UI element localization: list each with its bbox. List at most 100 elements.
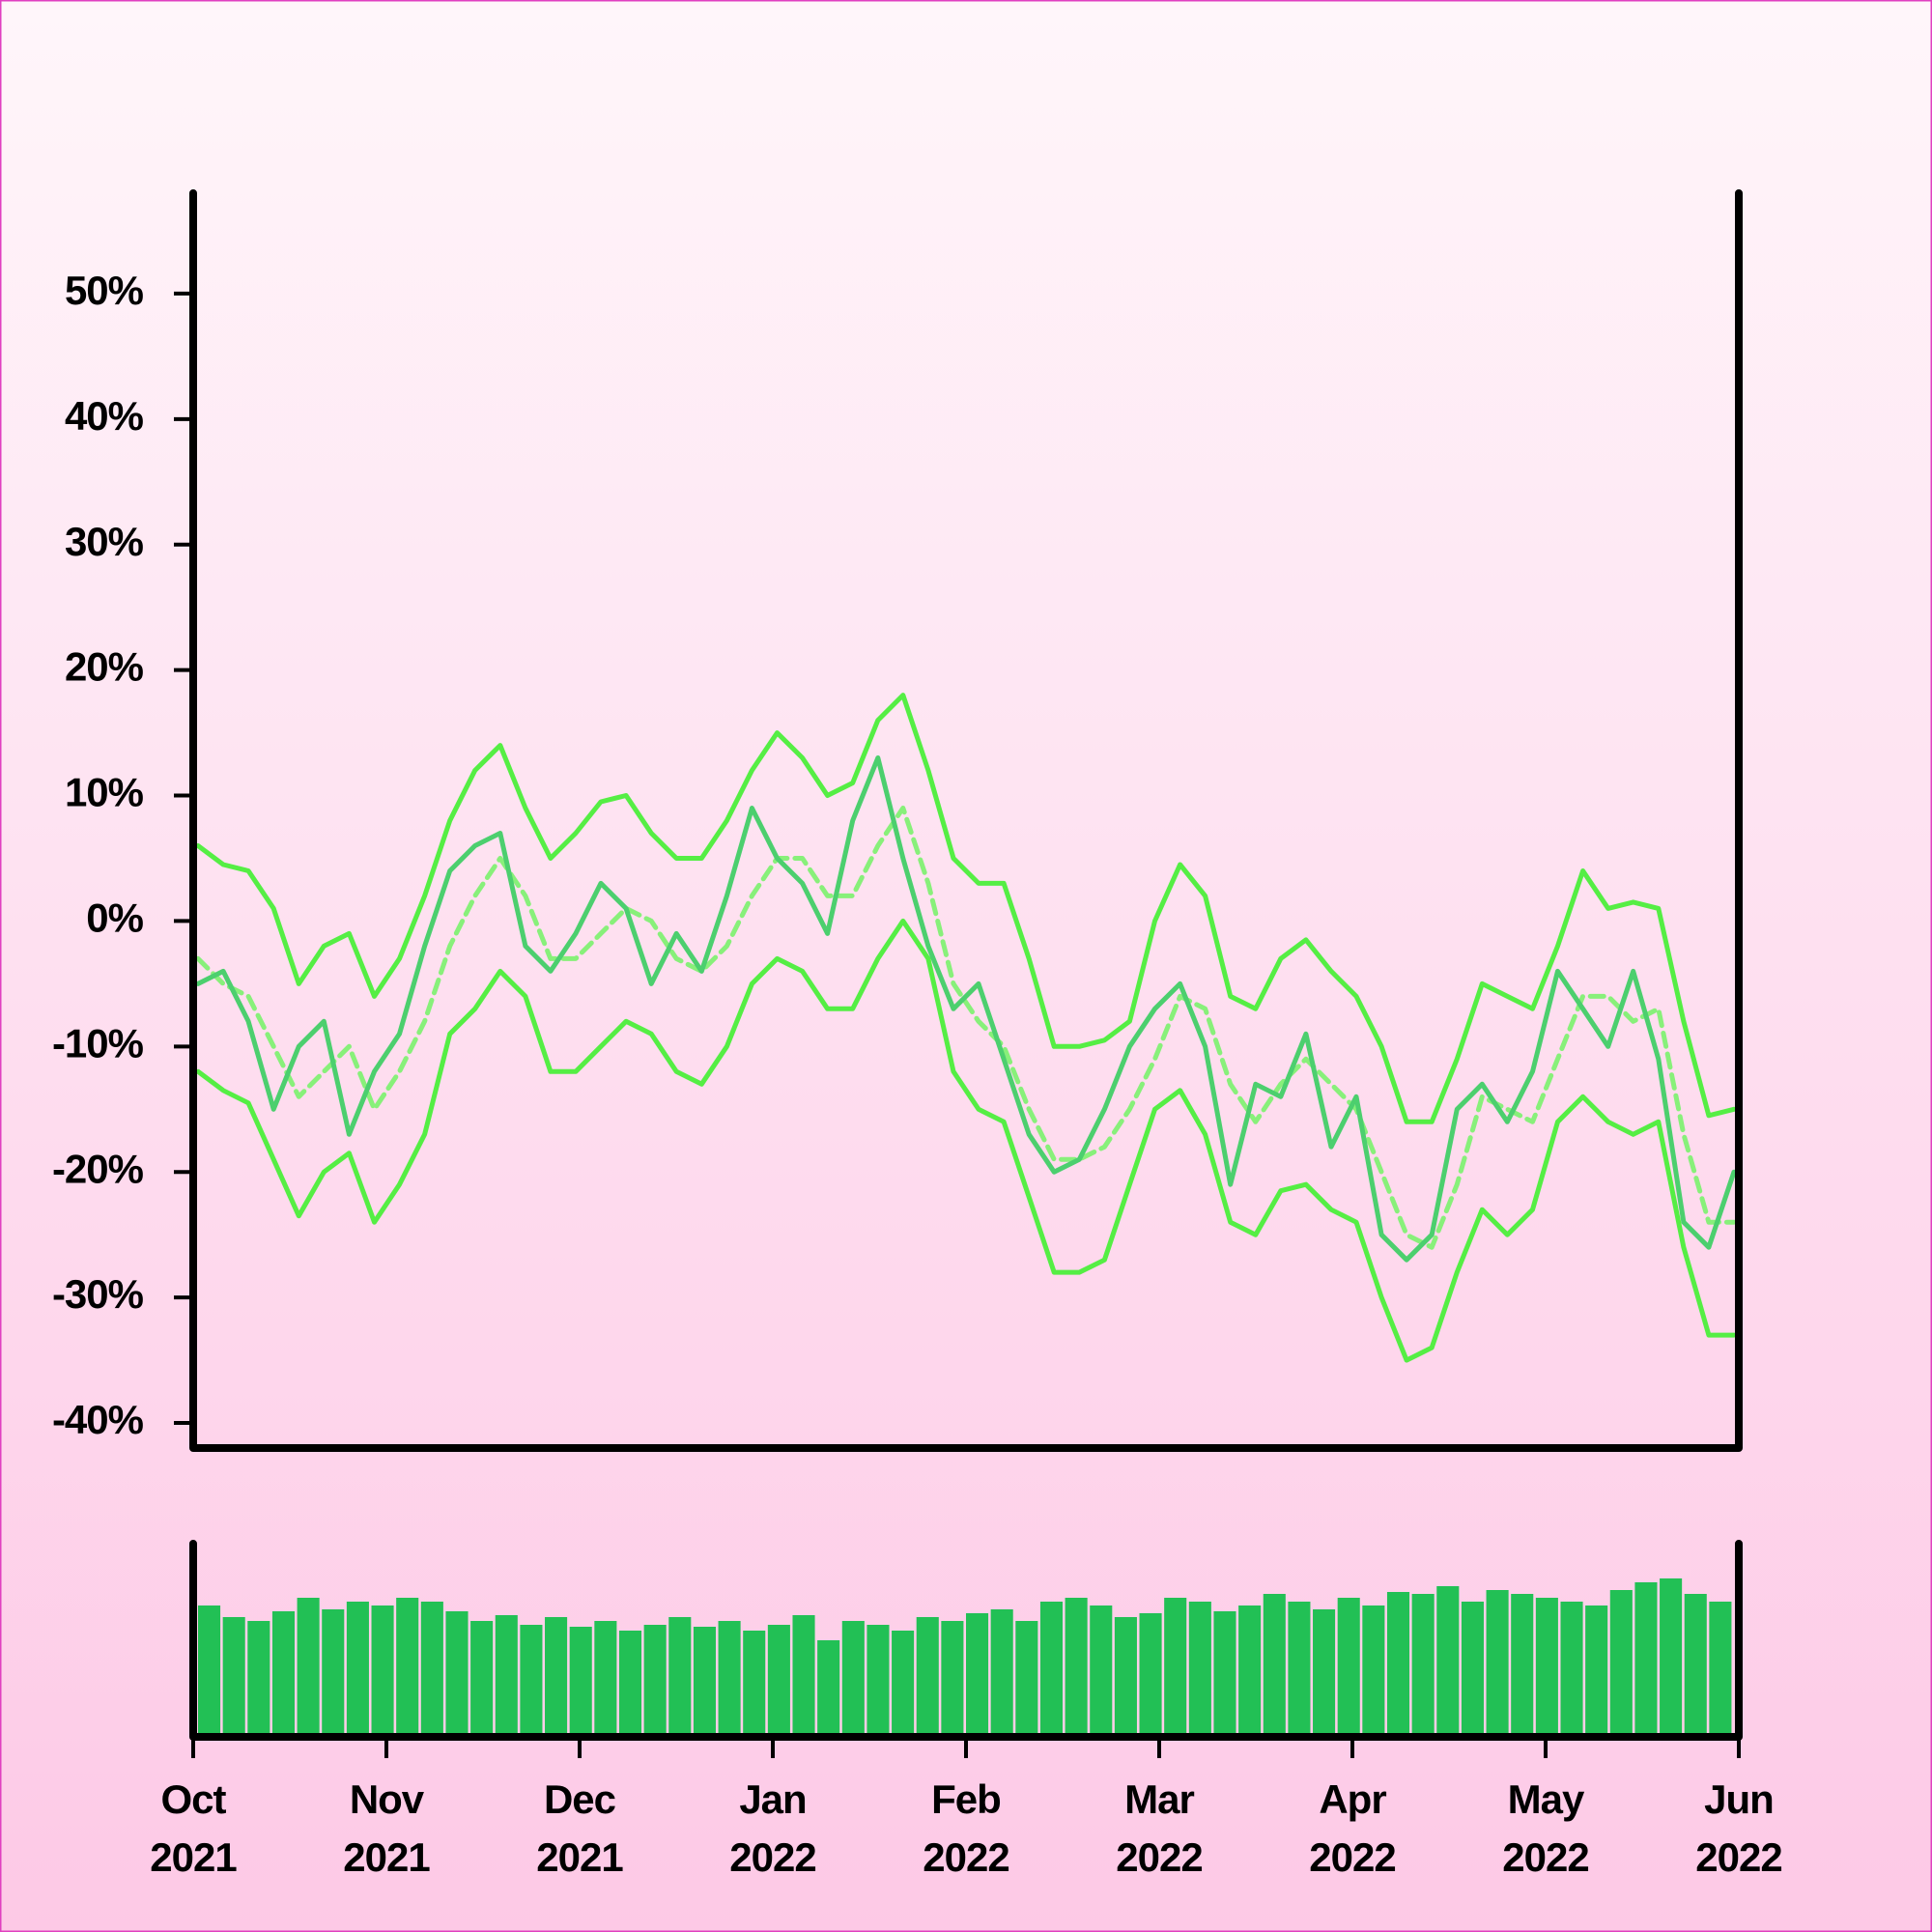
- x-tick-label-line: Nov: [350, 1776, 425, 1822]
- volume-bar: [817, 1640, 840, 1737]
- axes: [189, 189, 1743, 1452]
- volume-bar: [1015, 1621, 1038, 1737]
- volume-bar: [520, 1625, 543, 1737]
- x-tick-label-line: May: [1508, 1776, 1585, 1822]
- volume-bar: [1213, 1611, 1236, 1737]
- volume-bar: [1560, 1602, 1583, 1737]
- y-tick-label: -30%: [52, 1271, 144, 1317]
- y-tick-label: 0%: [86, 895, 143, 941]
- volume-bar: [1660, 1578, 1683, 1737]
- volume-bar: [718, 1621, 741, 1737]
- volume-bar: [1238, 1605, 1262, 1737]
- volume-bar: [1090, 1605, 1113, 1737]
- volume-bar: [743, 1631, 766, 1737]
- y-tick-label: 20%: [65, 644, 144, 690]
- price-panel: 50% 40% 30% 20% 10% 0% -10% -20% -30% -40%: [52, 189, 1743, 1452]
- x-tick-label-line: Jun: [1704, 1776, 1774, 1822]
- volume-bar: [966, 1613, 989, 1737]
- x-tick-label-line: 2022: [1309, 1834, 1395, 1880]
- volume-bar: [1139, 1613, 1162, 1737]
- series-line: [195, 755, 1737, 1263]
- x-tick-label: Jan 2022: [729, 1776, 815, 1880]
- mid-band: [195, 806, 1737, 1250]
- y-tick-label: -40%: [52, 1397, 144, 1442]
- volume-bar: [346, 1602, 369, 1737]
- y-tick-label: 10%: [65, 770, 144, 815]
- volume-bar: [322, 1609, 345, 1737]
- volume-bar: [693, 1627, 716, 1737]
- volume-bar: [1065, 1598, 1088, 1737]
- x-tick-label-line: 2021: [343, 1834, 430, 1880]
- volume-bar: [1164, 1598, 1187, 1737]
- axes: [189, 1540, 1743, 1741]
- y-tick-label: -10%: [52, 1020, 144, 1065]
- x-tick-label: Oct 2021: [150, 1776, 237, 1880]
- volume-bar: [1039, 1602, 1064, 1737]
- y-tick-label: 40%: [65, 393, 144, 439]
- volume-bar: [668, 1617, 692, 1737]
- x-tick-label-line: Oct: [160, 1776, 226, 1822]
- volume-bar: [222, 1617, 245, 1737]
- volume-bar: [1634, 1582, 1658, 1737]
- volume-bar: [916, 1617, 939, 1737]
- volume-bar: [594, 1621, 617, 1737]
- volume-bar: [371, 1605, 394, 1737]
- series-line: [195, 918, 1737, 1363]
- x-tick-label-line: 2021: [150, 1834, 237, 1880]
- volume-bar: [396, 1598, 419, 1737]
- volume-bar: [198, 1605, 221, 1737]
- volume-bar: [420, 1602, 443, 1737]
- volume-bar: [1585, 1605, 1608, 1737]
- volume-bar: [643, 1625, 667, 1737]
- volume-panel: Oct 2021 Nov 2021 Dec 2021 Jan 2022 Feb 2022 Mar 20…: [150, 1540, 1783, 1880]
- volume-bar: [1461, 1602, 1484, 1737]
- x-tick-label: Feb 2022: [923, 1776, 1009, 1880]
- volume-bar: [1535, 1598, 1558, 1737]
- volume-bar: [892, 1631, 915, 1737]
- volume-bar: [569, 1627, 592, 1737]
- x-tick-label: Jun 2022: [1695, 1776, 1781, 1880]
- volume-bar: [1337, 1598, 1360, 1737]
- x-tick-label-line: Dec: [544, 1776, 616, 1822]
- x-tick-label-line: 2022: [923, 1834, 1009, 1880]
- volume-bar: [1313, 1609, 1336, 1737]
- volume-bar: [271, 1611, 296, 1737]
- x-tick-label-line: 2022: [1695, 1834, 1781, 1880]
- x-tick-label: Dec 2021: [536, 1776, 623, 1880]
- x-tick-label: May 2022: [1502, 1776, 1588, 1880]
- volume-bar: [1188, 1602, 1211, 1737]
- volume-bar: [990, 1609, 1013, 1737]
- x-tick-label-line: Apr: [1319, 1776, 1386, 1822]
- volume-bar: [1114, 1617, 1137, 1737]
- volume-bar: [545, 1617, 568, 1737]
- volume-bar: [941, 1621, 964, 1737]
- x-tick-label: Apr 2022: [1309, 1776, 1395, 1880]
- x-tick-label: Nov 2021: [343, 1776, 430, 1880]
- volume-bar: [1263, 1594, 1286, 1737]
- x-tick-label-line: 2022: [729, 1834, 815, 1880]
- x-tick-label-line: Jan: [739, 1776, 806, 1822]
- y-tick-label: -20%: [52, 1146, 144, 1191]
- volume-bar: [1609, 1590, 1633, 1737]
- series-line: [195, 693, 1737, 1124]
- volume-bar: [495, 1615, 518, 1737]
- volume-bar: [297, 1598, 320, 1737]
- volume-bar: [247, 1621, 270, 1737]
- volume-bar: [1386, 1592, 1410, 1737]
- volume-bar: [470, 1621, 494, 1737]
- volume-bar: [1288, 1602, 1311, 1737]
- volume-bar: [867, 1625, 890, 1737]
- volume-bar: [1684, 1594, 1707, 1737]
- volume-bar: [1511, 1594, 1534, 1737]
- volume-bar: [1411, 1594, 1435, 1737]
- volume-bar: [445, 1611, 469, 1737]
- volume-bar: [618, 1631, 642, 1737]
- y-tick-label: 50%: [65, 268, 144, 313]
- volume-bar: [1709, 1602, 1732, 1737]
- volume-bar: [792, 1615, 815, 1737]
- volume-bar: [841, 1621, 865, 1737]
- volume-bar: [1362, 1605, 1385, 1737]
- volume-bar: [767, 1625, 790, 1737]
- x-tick-label-line: 2021: [536, 1834, 623, 1880]
